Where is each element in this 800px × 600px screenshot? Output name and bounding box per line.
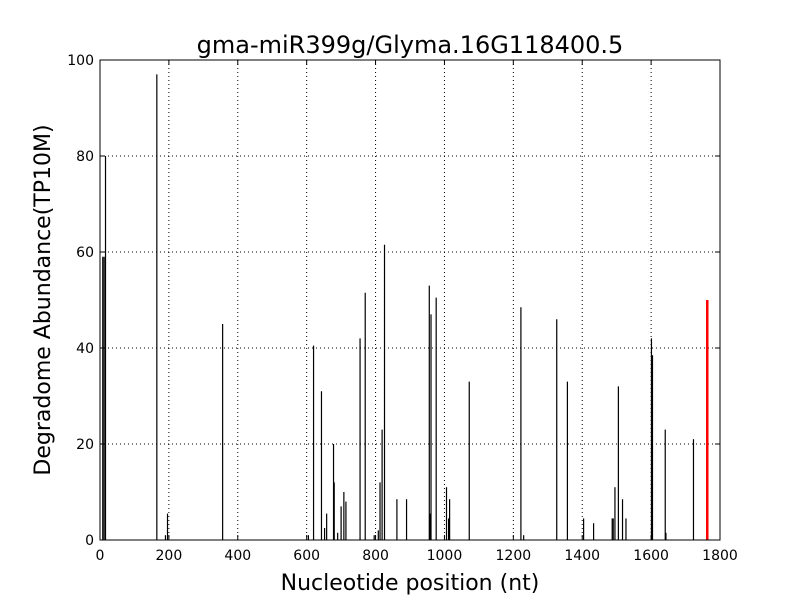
chart-title: gma-miR399g/Glyma.16G118400.5 <box>197 31 624 59</box>
x-tick-label-7: 1400 <box>564 548 600 564</box>
x-tick-label-3: 600 <box>293 548 320 564</box>
x-tick-label-4: 800 <box>362 548 389 564</box>
y-tick-label-3: 60 <box>76 245 94 261</box>
x-tick-label-1: 200 <box>156 548 183 564</box>
x-tick-label-8: 1600 <box>633 548 669 564</box>
x-axis-ticks: 0 200 400 600 800 1000 1200 1400 1600 1800 <box>96 60 738 564</box>
plot-frame <box>99 59 721 541</box>
x-tick-label-5: 1000 <box>427 548 463 564</box>
x-tick-label-9: 1800 <box>702 548 738 564</box>
x-axis-label: Nucleotide position (nt) <box>281 571 540 596</box>
y-tick-label-2: 40 <box>76 341 94 357</box>
bars-group <box>102 74 709 540</box>
grid-lines <box>100 60 720 540</box>
y-tick-label-0: 0 <box>85 533 94 549</box>
x-tick-label-2: 400 <box>224 548 251 564</box>
x-tick-label-0: 0 <box>96 548 105 564</box>
y-axis-label: Degradome Abundance(TP10M) <box>31 124 56 475</box>
x-tick-label-6: 1200 <box>496 548 532 564</box>
y-axis-ticks: 0 20 40 60 80 100 <box>67 53 720 549</box>
y-tick-label-5: 100 <box>67 53 94 69</box>
y-tick-label-1: 20 <box>76 437 94 453</box>
y-tick-label-4: 80 <box>76 149 94 165</box>
